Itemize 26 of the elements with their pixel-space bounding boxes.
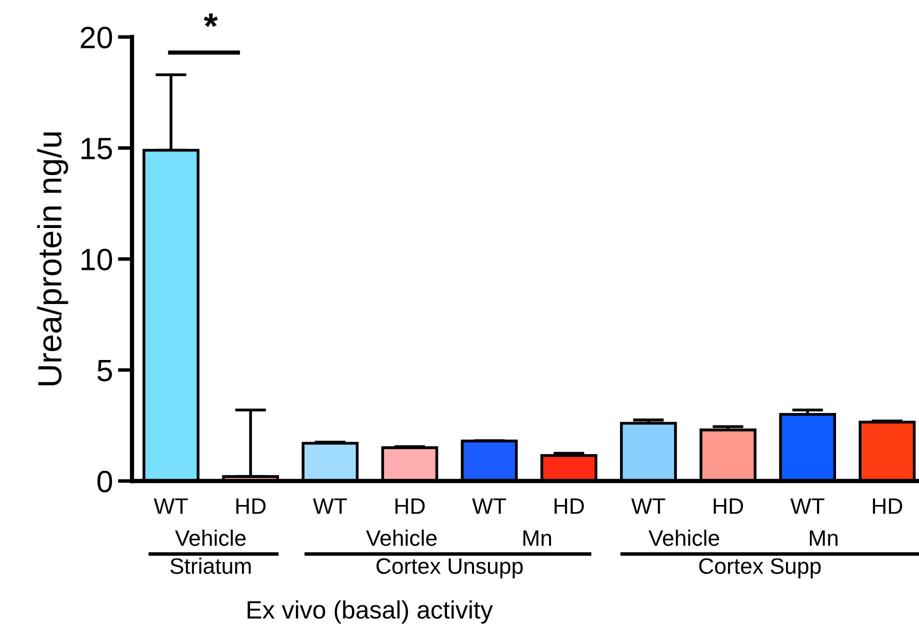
x-tick-label: WT xyxy=(472,498,506,514)
text: Cortex Unsupp xyxy=(376,558,523,578)
x-tick-label: HD xyxy=(554,498,584,514)
text: Vehicle xyxy=(175,530,246,546)
x-tick-label: WT xyxy=(154,498,188,514)
text: Vehicle xyxy=(648,530,720,546)
text: Mn xyxy=(810,530,838,546)
text: Mn xyxy=(523,530,552,546)
x-tick-label: HD xyxy=(872,498,902,514)
text: * xyxy=(204,14,218,27)
x-tick-label: HD xyxy=(236,498,266,514)
y-tick-label: 5 xyxy=(97,360,112,382)
y-tick-label: 20 xyxy=(80,26,112,48)
x-axis-title: Ex vivo (basal) activity xyxy=(248,600,493,624)
x-tick-label: WT xyxy=(631,498,666,514)
x-tick-label: HD xyxy=(714,498,744,514)
y-tick-label: 10 xyxy=(82,248,112,270)
y-tick-label: 15 xyxy=(82,138,112,160)
y-tick-label: 0 xyxy=(97,470,112,492)
y-axis-title: Urea/protein ng/u xyxy=(37,132,68,386)
x-tick-label: WT xyxy=(790,498,824,514)
text: Vehicle xyxy=(366,530,437,546)
x-tick-label: WT xyxy=(312,498,347,514)
text: Striatum xyxy=(170,558,251,574)
text: Cortex Supp xyxy=(699,558,821,578)
x-tick-label: HD xyxy=(395,498,425,514)
